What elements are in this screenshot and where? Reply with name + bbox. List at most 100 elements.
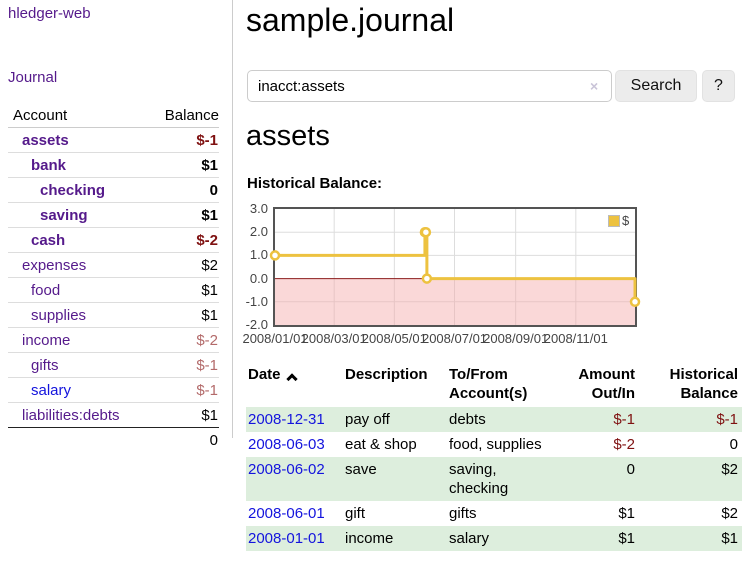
y-axis-tick-label: -2.0 [245, 317, 268, 332]
transaction-date-link[interactable]: 2008-06-03 [248, 436, 325, 453]
sidebar-account-link[interactable]: income [22, 331, 71, 349]
transaction-date-cell[interactable]: 2008-06-02 [246, 457, 343, 501]
sidebar-item-journal[interactable]: Journal [8, 69, 58, 86]
transaction-date-cell[interactable]: 2008-06-01 [246, 501, 343, 526]
column-header-date[interactable]: Date [246, 363, 343, 407]
transaction-balance: $-1 [716, 411, 738, 428]
sidebar-account-balance: $1 [201, 306, 218, 324]
transaction-balance: 0 [729, 436, 738, 453]
transaction-amount: $-1 [613, 411, 635, 428]
sidebar-account-balance: $1 [201, 156, 218, 174]
sidebar-account-row: saving $1 [8, 203, 219, 228]
sidebar-account-balance: $2 [201, 256, 218, 274]
account-heading: assets [246, 120, 330, 152]
sidebar-account-balance: $1 [201, 406, 218, 424]
transaction-row[interactable]: 2008-06-03 eat & shop food, supplies $-2 0 [246, 432, 742, 457]
sidebar-account-balance: $-1 [196, 381, 218, 399]
sidebar-account-balance: $-1 [196, 356, 218, 374]
sidebar-account-link[interactable]: cash [31, 231, 66, 249]
transaction-description: save [345, 461, 377, 478]
transaction-accounts: saving, checking [449, 461, 509, 497]
sidebar-account-balance: $1 [201, 281, 218, 299]
sidebar-account-row: food $1 [8, 278, 219, 303]
sidebar-total-row: 0 [8, 428, 219, 453]
legend-swatch-icon [608, 214, 620, 227]
transaction-description: gift [345, 505, 366, 522]
sidebar-account-link[interactable]: saving [40, 206, 88, 224]
transaction-date-link[interactable]: 2008-01-01 [248, 530, 325, 547]
sort-ascending-icon [285, 373, 298, 385]
sidebar-account-link[interactable]: supplies [31, 306, 87, 324]
transaction-accounts: food, supplies [449, 436, 542, 453]
sidebar-account-link[interactable]: bank [31, 156, 67, 174]
sidebar-account-balance: $-2 [196, 231, 218, 249]
transaction-description: eat & shop [345, 436, 417, 453]
transaction-date-cell[interactable]: 2008-12-31 [246, 407, 343, 432]
chart-legend: $ [608, 213, 629, 228]
sidebar-account-link[interactable]: gifts [31, 356, 59, 374]
sidebar-account-balance: $-1 [196, 131, 218, 149]
sidebar-account-row: assets $-1 [8, 128, 219, 153]
chart-title: Historical Balance: [247, 175, 383, 192]
historical-balance-chart: 3.0 2.0 1.0 0.0 -1.0 -2.0 2008/01/01 2008/03/0… [240, 200, 742, 348]
transactions-header-row: Date Description To/From Account(s) Amou… [246, 363, 742, 407]
transaction-description: income [345, 530, 394, 547]
chart-canvas [269, 209, 641, 325]
accounts-sidebar: Account Balance assets $-1 bank $1 checking 0… [8, 103, 219, 453]
transaction-date-link[interactable]: 2008-12-31 [248, 411, 325, 428]
transactions-table: Date Description To/From Account(s) Amou… [246, 363, 742, 551]
sidebar-account-link[interactable]: expenses [22, 256, 87, 274]
column-header-description: Description [345, 366, 428, 383]
sidebar-account-row: expenses $2 [8, 253, 219, 278]
column-header-balance: Historical Balance [669, 366, 738, 402]
page-title: sample.journal [246, 2, 455, 38]
x-axis-tick-label: 2008/07/01 [421, 331, 488, 346]
transaction-date-cell[interactable]: 2008-01-01 [246, 526, 343, 551]
sidebar-account-link[interactable]: liabilities:debts [22, 406, 120, 424]
transaction-row[interactable]: 2008-01-01 income salary $1 $1 [246, 526, 742, 551]
sidebar-account-link[interactable]: food [31, 281, 61, 299]
search-input[interactable] [247, 70, 612, 102]
sidebar-divider [232, 0, 233, 438]
transaction-description: pay off [345, 411, 390, 428]
transaction-row[interactable]: 2008-06-01 gift gifts $1 $2 [246, 501, 742, 526]
sidebar-account-link[interactable]: assets [22, 131, 69, 149]
x-axis-tick-label: 2008/11/01 [543, 331, 608, 346]
transaction-date-cell[interactable]: 2008-06-03 [246, 432, 343, 457]
sidebar-account-balance: 0 [209, 181, 218, 199]
y-axis-tick-label: 2.0 [249, 224, 268, 240]
transaction-balance: $2 [721, 505, 738, 522]
sidebar-account-balance: $-2 [196, 331, 218, 349]
sidebar-account-link[interactable]: salary [31, 381, 72, 399]
x-axis-tick-label: 2008/09/01 [483, 331, 549, 346]
help-button[interactable]: ? [702, 70, 735, 102]
transaction-row[interactable]: 2008-12-31 pay off debts $-1 $-1 [246, 407, 742, 432]
legend-label: $ [622, 213, 630, 228]
app-title-link[interactable]: hledger-web [8, 5, 91, 22]
transaction-balance: $1 [721, 530, 738, 547]
sidebar-account-row: salary $-1 [8, 378, 219, 403]
column-header-amount: Amount Out/In [578, 366, 635, 402]
transaction-date-link[interactable]: 2008-06-01 [248, 505, 325, 522]
transaction-amount: $-2 [613, 436, 635, 453]
sidebar-account-row: cash $-2 [8, 228, 219, 253]
balance-column-header: Balance [164, 106, 219, 124]
sidebar-account-row: checking 0 [8, 178, 219, 203]
sidebar-account-row: income $-2 [8, 328, 219, 353]
x-axis-tick-label: 2008/01/01 [242, 331, 308, 346]
transaction-date-link[interactable]: 2008-06-02 [248, 461, 325, 478]
sidebar-header-row: Account Balance [8, 103, 219, 128]
chart-plot-area[interactable] [269, 207, 641, 327]
column-header-accounts: To/From Account(s) [449, 366, 528, 402]
transaction-row[interactable]: 2008-06-02 save saving, checking 0 $2 [246, 457, 742, 501]
search-button[interactable]: Search [615, 70, 697, 102]
transaction-amount: $1 [618, 505, 635, 522]
clear-search-icon[interactable]: × [590, 78, 599, 94]
sidebar-account-row: gifts $-1 [8, 353, 219, 378]
sidebar-account-link[interactable]: checking [40, 181, 106, 199]
transaction-balance: $2 [721, 461, 738, 478]
x-axis-tick-label: 2008/03/01 [301, 331, 367, 346]
sidebar-account-row: bank $1 [8, 153, 219, 178]
sidebar-account-balance: $1 [201, 206, 218, 224]
